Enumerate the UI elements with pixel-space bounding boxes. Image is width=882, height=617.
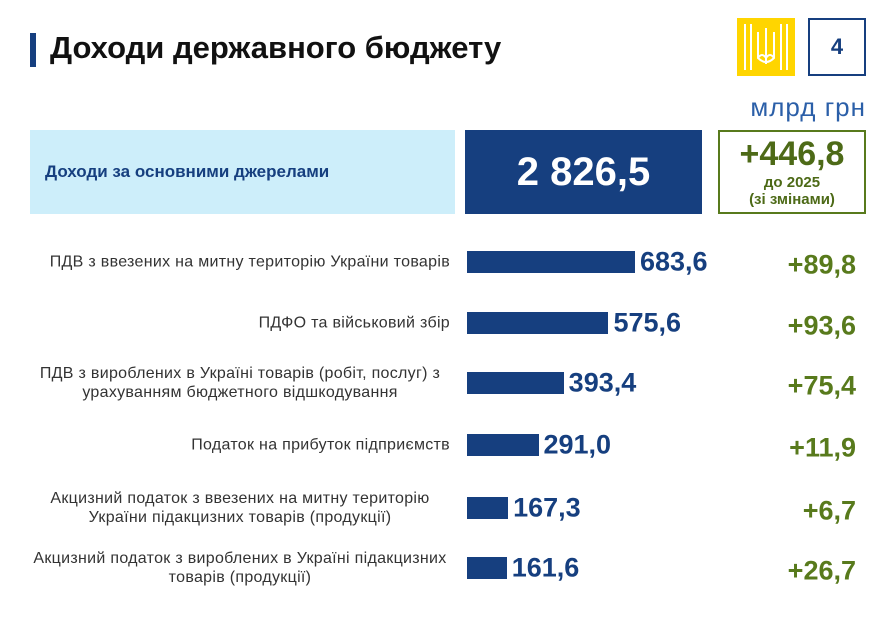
change-label: +6,7 [802, 495, 856, 526]
title-accent [30, 33, 36, 67]
category-label: Акцизний податок з ввезених на митну тер… [50, 490, 430, 526]
chart-title: Доходи за основними джерелами [45, 162, 330, 181]
change-label: +93,6 [787, 310, 856, 341]
value-label: 167,3 [513, 492, 581, 523]
bar [467, 312, 609, 334]
page-number: 4 [808, 18, 866, 76]
category-label: Акцизний податок з вироблених в Україні … [33, 550, 447, 586]
value-label: 291,0 [543, 429, 612, 460]
category-label-row: Акцизний податок з ввезених на митну тер… [30, 489, 450, 527]
category-label: Податок на прибуток підприємств [191, 436, 450, 454]
category-label: ПДФО та військовий збір [258, 314, 450, 332]
value-label: 683,6 [640, 246, 708, 277]
category-label-row: Податок на прибуток підприємств [30, 436, 450, 455]
logo [737, 18, 795, 76]
bar [467, 372, 564, 394]
value-label: 393,4 [568, 367, 637, 398]
value-label: 575,6 [613, 307, 682, 338]
category-label-row: ПДВ з вироблених в Україні товарів (робі… [30, 364, 450, 402]
change-note: до 2025 [763, 174, 821, 191]
bar [467, 434, 539, 456]
total-change-label: +446,8 [739, 135, 845, 173]
change-box: +446,8 до 2025 (зі змінами) [718, 130, 866, 214]
header-box: Доходи за основними джерелами [30, 130, 455, 214]
change-label: +89,8 [787, 249, 856, 280]
total-box: 2 826,5 [465, 130, 702, 214]
bar [467, 497, 509, 519]
slide-title: Доходи державного бюджету [50, 30, 502, 65]
unit-label: млрд грн [750, 92, 866, 122]
value-label: 161,6 [511, 552, 580, 583]
category-label-row: ПДФО та військовий збір [30, 314, 450, 333]
bar [467, 557, 507, 579]
change-note: (зі змінами) [749, 191, 835, 208]
category-label-row: ПДВ з ввезених на митну територію Україн… [30, 253, 450, 272]
change-label: +75,4 [787, 370, 856, 401]
change-label: +11,9 [789, 432, 856, 463]
logo-graphic [744, 24, 788, 70]
category-label: ПДВ з ввезених на митну територію Україн… [49, 253, 450, 271]
category-label: ПДВ з вироблених в Україні товарів (робі… [39, 365, 441, 401]
category-label-row: Акцизний податок з вироблених в Україні … [30, 549, 450, 587]
change-label: +26,7 [787, 555, 856, 586]
bar [467, 251, 635, 273]
total-label: 2 826,5 [516, 149, 651, 194]
